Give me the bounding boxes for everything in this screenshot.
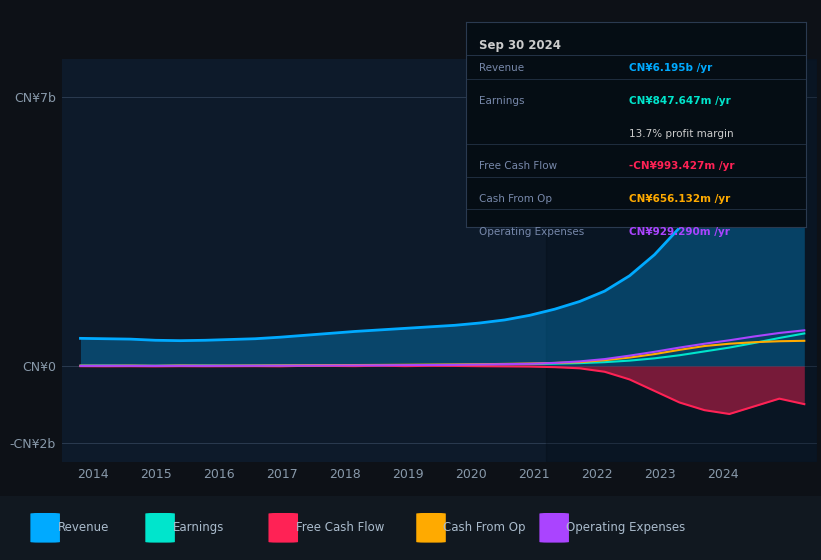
Text: Cash From Op: Cash From Op — [479, 194, 553, 204]
Text: Earnings: Earnings — [172, 521, 224, 534]
FancyBboxPatch shape — [416, 513, 446, 543]
Text: CN¥929.290m /yr: CN¥929.290m /yr — [629, 227, 730, 237]
Text: Revenue: Revenue — [479, 63, 525, 73]
FancyBboxPatch shape — [539, 513, 569, 543]
FancyBboxPatch shape — [268, 513, 298, 543]
Text: -CN¥993.427m /yr: -CN¥993.427m /yr — [629, 161, 735, 171]
Text: Operating Expenses: Operating Expenses — [566, 521, 686, 534]
Text: Revenue: Revenue — [57, 521, 109, 534]
FancyBboxPatch shape — [145, 513, 175, 543]
FancyBboxPatch shape — [30, 513, 60, 543]
Text: CN¥656.132m /yr: CN¥656.132m /yr — [629, 194, 731, 204]
Text: Sep 30 2024: Sep 30 2024 — [479, 39, 561, 52]
Bar — [546, 59, 817, 462]
Text: Free Cash Flow: Free Cash Flow — [296, 521, 384, 534]
Text: Earnings: Earnings — [479, 96, 525, 106]
Text: Cash From Op: Cash From Op — [443, 521, 525, 534]
Text: 13.7% profit margin: 13.7% profit margin — [629, 129, 734, 139]
Text: Operating Expenses: Operating Expenses — [479, 227, 585, 237]
Text: Free Cash Flow: Free Cash Flow — [479, 161, 557, 171]
Text: CN¥847.647m /yr: CN¥847.647m /yr — [629, 96, 731, 106]
Text: CN¥6.195b /yr: CN¥6.195b /yr — [629, 63, 713, 73]
